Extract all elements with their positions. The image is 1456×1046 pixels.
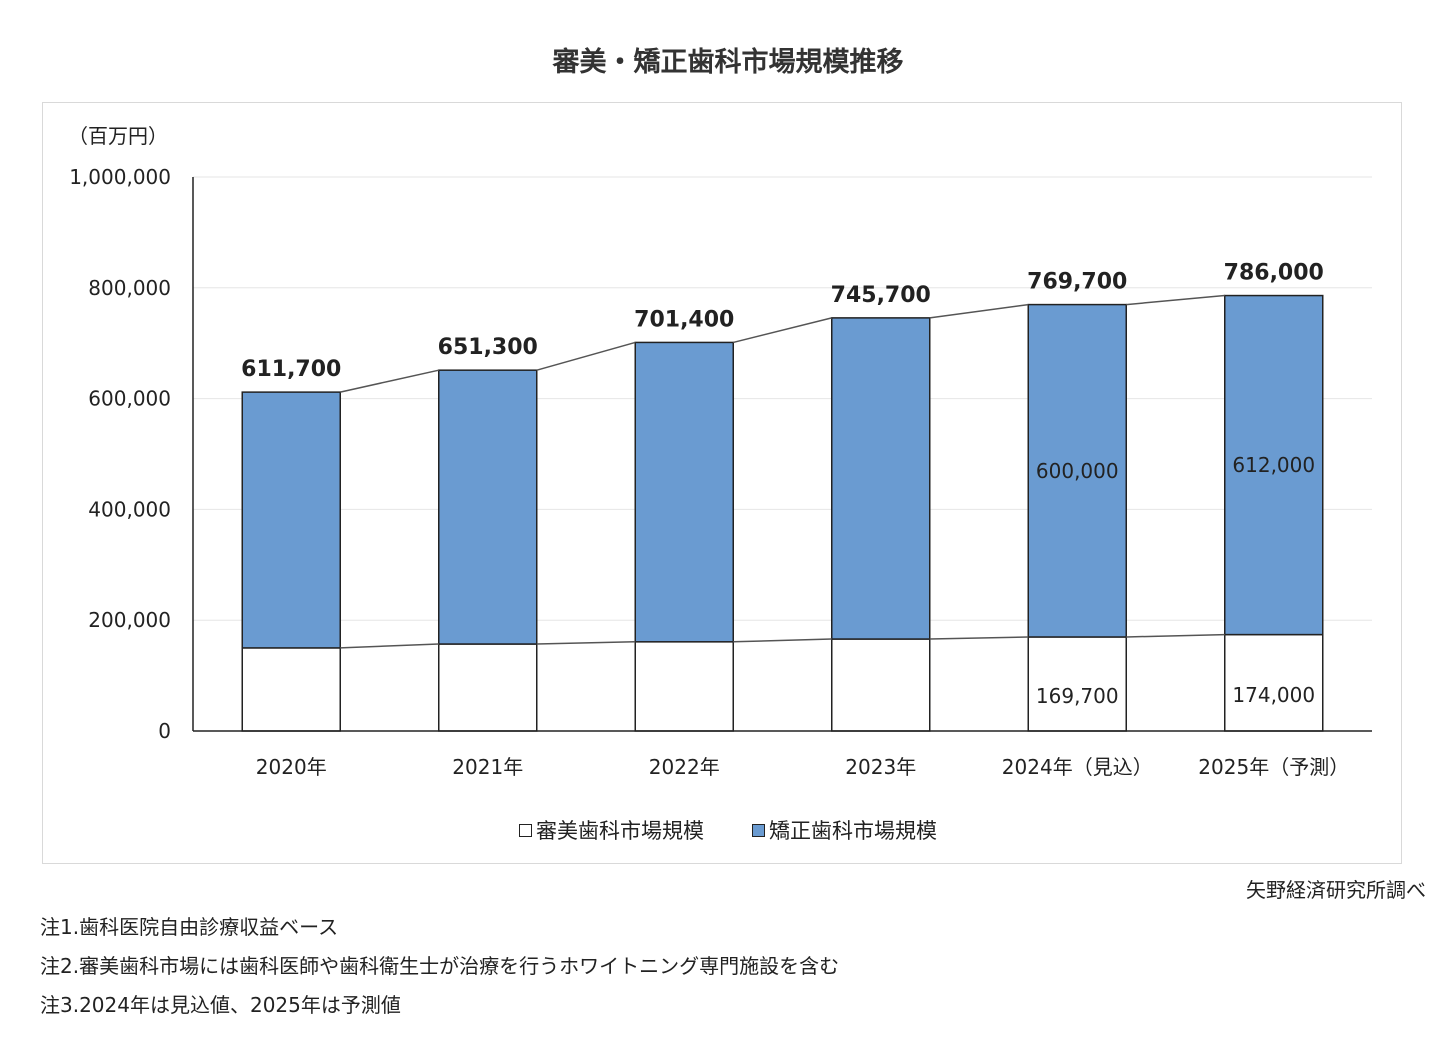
bar-ortho xyxy=(438,369,538,645)
bar-ortho xyxy=(1027,303,1127,638)
total-label: 611,700 xyxy=(241,357,341,382)
connector-line-total xyxy=(536,341,636,371)
total-label: 701,400 xyxy=(634,307,734,332)
legend-label-cosmetic: 審美歯科市場規模 xyxy=(536,819,704,843)
legend-item-ortho: 矯正歯科市場規模 xyxy=(752,815,937,845)
x-tick-label: 2025年（予測） xyxy=(1198,755,1349,779)
x-tick-label: 2021年 xyxy=(452,755,523,779)
connector-line-cosmetic xyxy=(733,638,832,643)
x-tick-label: 2023年 xyxy=(845,755,916,779)
legend-swatch-ortho xyxy=(752,823,765,837)
legend-swatch-cosmetic xyxy=(519,823,532,837)
chart-frame xyxy=(42,102,1402,864)
connector-line-total xyxy=(340,369,439,393)
segment-label-cosmetic: 174,000 xyxy=(1232,683,1315,707)
y-tick-label: 0 xyxy=(158,719,171,743)
y-tick-label: 600,000 xyxy=(88,387,171,411)
connector-line-cosmetic xyxy=(536,641,636,645)
connector-line-total xyxy=(1126,294,1225,306)
bar-ortho xyxy=(634,341,734,643)
legend-label-ortho: 矯正歯科市場規模 xyxy=(769,819,937,843)
bar-cosmetic xyxy=(831,638,931,732)
total-label: 769,700 xyxy=(1027,270,1127,295)
notes: 注1.歯科医院自由診療収益ベース 注2.審美歯科市場には歯科医師や歯科衛生士が治… xyxy=(40,912,839,1029)
chart-title: 審美・矯正歯科市場規模推移 xyxy=(552,47,904,78)
connector-line-cosmetic xyxy=(340,643,439,649)
x-tick-label: 2020年 xyxy=(256,755,327,779)
bar-ortho xyxy=(831,317,931,640)
bar-cosmetic xyxy=(438,643,538,732)
legend-item-cosmetic: 審美歯科市場規模 xyxy=(519,815,704,845)
note-2: 注2.審美歯科市場には歯科医師や歯科衛生士が治療を行うホワイトニング専門施設を含… xyxy=(40,954,840,978)
connector-line-total xyxy=(733,317,832,344)
source-credit: 矢野経済研究所調べ xyxy=(1246,878,1426,902)
y-axis-label: （百万円） xyxy=(68,124,168,148)
y-tick-label: 1,000,000 xyxy=(69,165,171,189)
y-tick-label: 200,000 xyxy=(88,608,171,632)
bar-cosmetic xyxy=(634,641,734,732)
connector-line-total xyxy=(929,303,1029,319)
note-3: 注3.2024年は見込値、2025年は予測値 xyxy=(40,993,401,1017)
legend: 審美歯科市場規模 矯正歯科市場規模 xyxy=(0,815,1456,845)
x-tick-label: 2022年 xyxy=(649,755,720,779)
connector-line-cosmetic xyxy=(1126,633,1225,638)
bar-ortho xyxy=(1224,294,1324,636)
connector-line-cosmetic xyxy=(929,636,1029,640)
total-label: 651,300 xyxy=(438,335,538,360)
total-label: 786,000 xyxy=(1224,261,1324,286)
segment-label-cosmetic: 169,700 xyxy=(1036,684,1119,708)
x-tick-label: 2024年（見込） xyxy=(1002,755,1153,779)
total-label: 745,700 xyxy=(831,283,931,308)
y-tick-label: 800,000 xyxy=(88,276,171,300)
segment-label-ortho: 612,000 xyxy=(1232,453,1315,477)
bar-cosmetic xyxy=(241,647,341,732)
y-tick-label: 400,000 xyxy=(88,497,171,521)
bar-ortho xyxy=(241,391,341,649)
note-1: 注1.歯科医院自由診療収益ベース xyxy=(40,915,339,939)
segment-label-ortho: 600,000 xyxy=(1036,459,1119,483)
